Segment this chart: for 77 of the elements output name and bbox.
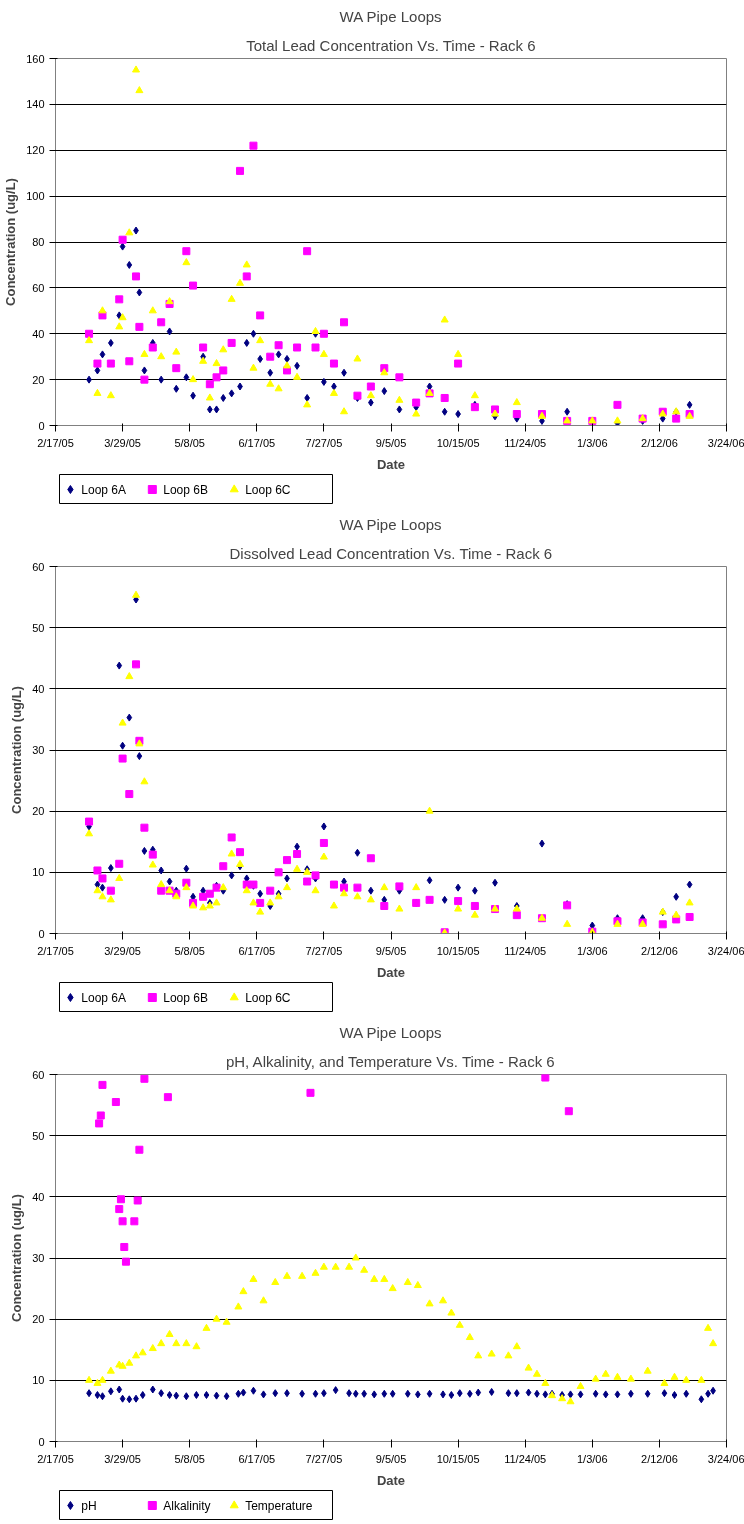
x-tick-label: 1/3/06 (577, 436, 608, 449)
chart-subtitle: Dissolved Lead Concentration Vs. Time - Rack 6 (229, 544, 553, 562)
y-tick-label: 20 (32, 1313, 45, 1326)
y-tick-label: 20 (32, 805, 45, 818)
x-tick-label: 11/24/05 (504, 944, 547, 957)
y-tick-label: 50 (32, 1129, 45, 1142)
x-tick-label: 3/29/05 (104, 944, 141, 957)
x-tick-label: 9/5/05 (375, 436, 407, 449)
x-tick-label: 2/17/05 (37, 1452, 74, 1465)
x-tick-label: 11/24/05 (504, 1452, 547, 1465)
x-axis-title: Date (376, 456, 406, 472)
y-tick-label: 10 (32, 1374, 45, 1387)
y-tick-label: 0 (38, 927, 45, 940)
chart-subtitle: Total Lead Concentration Vs. Time - Rack 6 (246, 36, 536, 54)
legend-label: Loop 6B (163, 482, 208, 497)
y-tick-label: 40 (32, 327, 45, 340)
y-tick-label: 50 (32, 621, 45, 634)
y-tick-label: 0 (38, 1435, 45, 1448)
legend-label: Loop 6A (81, 990, 127, 1005)
y-tick-label: 160 (26, 52, 45, 65)
x-tick-label: 7/27/05 (305, 944, 343, 957)
x-tick-label: 10/15/05 (436, 436, 480, 449)
y-tick-label: 100 (26, 190, 45, 203)
x-axis-title: Date (376, 1472, 406, 1488)
x-tick-label: 5/8/05 (174, 1452, 205, 1465)
x-tick-label: 10/15/05 (436, 944, 480, 957)
y-tick-label: 30 (32, 744, 45, 756)
x-tick-label: 1/3/06 (577, 1452, 608, 1465)
chart-title: WA Pipe Loops (339, 7, 442, 25)
y-tick-label: 40 (32, 1190, 45, 1203)
x-tick-label: 7/27/05 (305, 436, 343, 449)
x-tick-label: 2/12/06 (641, 436, 678, 449)
legend-label: Alkalinity (163, 1498, 211, 1513)
x-tick-label: 5/8/05 (174, 436, 205, 449)
x-tick-label: 3/29/05 (104, 1452, 141, 1465)
x-tick-label: 9/5/05 (375, 944, 407, 957)
x-tick-label: 2/17/05 (37, 944, 74, 957)
y-tick-label: 60 (32, 281, 45, 294)
y-tick-label: 20 (32, 373, 45, 386)
y-tick-label: 60 (32, 1068, 45, 1081)
legend-label: pH (81, 1498, 97, 1513)
x-tick-label: 2/12/06 (641, 1452, 678, 1465)
y-tick-label: 10 (32, 866, 45, 879)
chart-title: WA Pipe Loops (339, 515, 442, 533)
legend-label: Temperature (245, 1498, 313, 1513)
y-axis-title: Concentration (ug/L) (9, 686, 25, 814)
legend-label: Loop 6C (245, 482, 291, 497)
legend-label: Loop 6C (245, 990, 291, 1005)
x-tick-label: 11/24/05 (504, 436, 547, 449)
y-tick-label: 40 (32, 682, 45, 695)
x-tick-label: 7/27/05 (305, 1452, 343, 1465)
x-axis-title: Date (376, 964, 406, 980)
y-axis-title: Concentration (ug/L) (9, 1194, 25, 1322)
x-tick-label: 3/24/06 (707, 436, 744, 449)
y-tick-label: 30 (32, 1252, 45, 1264)
x-tick-label: 9/5/05 (375, 1452, 407, 1465)
y-tick-label: 140 (26, 98, 45, 111)
y-tick-label: 80 (32, 236, 45, 248)
y-tick-label: 0 (38, 419, 45, 432)
x-tick-label: 5/8/05 (174, 944, 205, 957)
y-tick-label: 60 (32, 560, 45, 573)
x-tick-label: 2/12/06 (641, 944, 678, 957)
x-tick-label: 3/24/06 (707, 944, 744, 957)
chart-title: WA Pipe Loops (339, 1023, 442, 1041)
x-tick-label: 2/17/05 (37, 436, 74, 449)
legend-label: Loop 6B (163, 990, 208, 1005)
x-tick-label: 6/17/05 (238, 436, 276, 449)
x-tick-label: 3/29/05 (104, 436, 141, 449)
x-tick-label: 10/15/05 (436, 1452, 480, 1465)
legend-label: Loop 6A (81, 482, 127, 497)
x-tick-label: 3/24/06 (707, 1452, 744, 1465)
x-tick-label: 1/3/06 (577, 944, 608, 957)
y-axis-title: Concentration (ug/L) (3, 178, 19, 306)
x-tick-label: 6/17/05 (238, 944, 276, 957)
x-tick-label: 6/17/05 (238, 1452, 276, 1465)
chart-subtitle: pH, Alkalinity, and Temperature Vs. Time - Rack 6 (225, 1052, 555, 1070)
y-tick-label: 120 (26, 144, 45, 157)
